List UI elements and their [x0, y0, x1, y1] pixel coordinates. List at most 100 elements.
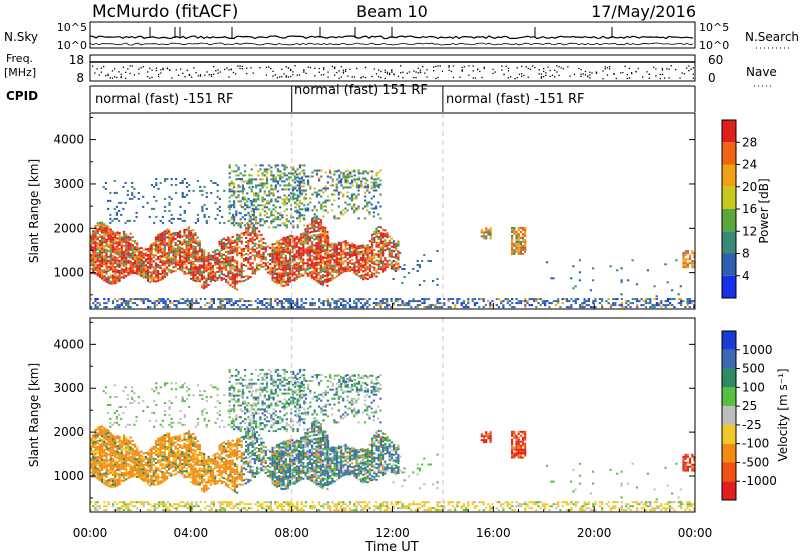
power-cell — [311, 175, 314, 178]
power-cell — [364, 273, 367, 276]
power-cell — [693, 306, 696, 309]
nave-dot — [342, 72, 345, 74]
power-cell — [259, 182, 262, 185]
power-cell — [252, 216, 255, 219]
power-cell — [485, 235, 488, 238]
power-cell — [489, 235, 492, 238]
power-cell — [165, 252, 169, 255]
power-cell — [331, 193, 334, 196]
power-cell — [357, 300, 360, 303]
power-cell — [297, 248, 300, 251]
power-cell — [236, 280, 239, 283]
power-cell — [133, 254, 137, 257]
power-cell — [358, 176, 361, 179]
power-cell — [382, 266, 385, 269]
power-cell — [140, 257, 143, 259]
power-cell — [98, 263, 101, 266]
power-cell — [115, 205, 118, 208]
power-cell — [382, 268, 385, 271]
power-cell — [362, 276, 365, 279]
power-cell — [315, 222, 318, 225]
power-cell — [298, 195, 301, 198]
power-cell — [601, 306, 604, 309]
power-cell — [198, 244, 201, 247]
power-cell — [152, 260, 155, 263]
velocity-cell — [103, 439, 106, 441]
power-cell — [205, 269, 208, 272]
power-cell — [394, 270, 397, 272]
power-cell — [177, 302, 180, 305]
power-cell — [326, 302, 330, 305]
power-cell — [218, 205, 221, 208]
velocity-cell — [114, 436, 117, 439]
freq-tick-top: 18 — [69, 53, 84, 67]
power-cell — [262, 245, 265, 248]
nave-dot — [558, 66, 560, 68]
power-cell — [101, 231, 104, 234]
power-cell — [306, 228, 309, 231]
power-cell — [436, 250, 439, 252]
power-cell — [642, 304, 645, 307]
power-cell — [118, 298, 121, 301]
power-cell — [295, 243, 298, 246]
power-cell — [235, 178, 238, 181]
power-cell — [118, 209, 121, 212]
power-cell — [304, 298, 308, 301]
power-cell — [240, 274, 243, 277]
y-tick-label: 1000 — [53, 266, 84, 280]
power-cell — [319, 235, 322, 238]
power-cell — [170, 249, 173, 252]
power-cell — [168, 234, 171, 237]
power-cell — [246, 180, 249, 183]
power-cell — [302, 248, 305, 251]
power-cell — [355, 182, 358, 185]
power-cell — [217, 298, 220, 301]
power-cell — [228, 298, 231, 301]
power-cell — [190, 269, 193, 272]
velocity-cell — [94, 434, 97, 437]
power-cell — [521, 234, 525, 237]
power-cell — [319, 225, 322, 228]
power-cell — [236, 274, 239, 277]
power-cell — [275, 248, 279, 251]
power-cell — [340, 260, 343, 263]
power-cell — [118, 242, 121, 245]
power-cell — [337, 181, 340, 184]
power-cell — [382, 252, 385, 255]
power-cell — [285, 300, 288, 303]
power-cell — [530, 304, 533, 307]
power-cell — [311, 209, 314, 212]
power-cell — [219, 302, 222, 305]
power-cell — [366, 244, 369, 247]
power-cell — [278, 249, 281, 252]
power-cell — [362, 266, 365, 269]
power-cell — [183, 256, 186, 259]
power-cell — [333, 302, 336, 305]
power-cell — [194, 264, 197, 266]
power-cell — [268, 168, 271, 171]
power-cell — [103, 279, 106, 282]
power-cell — [275, 272, 279, 275]
velocity-cell — [118, 465, 121, 468]
power-cell — [521, 248, 525, 251]
velocity-cell — [118, 475, 121, 478]
power-cell — [274, 180, 277, 183]
power-cell — [190, 241, 193, 244]
power-cell — [688, 298, 691, 301]
power-cell — [339, 211, 343, 214]
power-cell — [153, 207, 156, 210]
power-cell — [115, 191, 118, 194]
power-cell — [298, 192, 301, 195]
power-cell — [233, 194, 236, 197]
power-cell — [653, 306, 656, 309]
power-cell — [157, 187, 160, 190]
velocity-cell — [111, 446, 115, 449]
power-cell — [164, 302, 167, 305]
power-cell — [192, 235, 195, 238]
power-cell — [129, 270, 132, 273]
power-cell — [346, 251, 349, 254]
velocity-cell — [107, 483, 110, 486]
power-cell — [627, 304, 630, 307]
power-cell — [517, 238, 520, 241]
